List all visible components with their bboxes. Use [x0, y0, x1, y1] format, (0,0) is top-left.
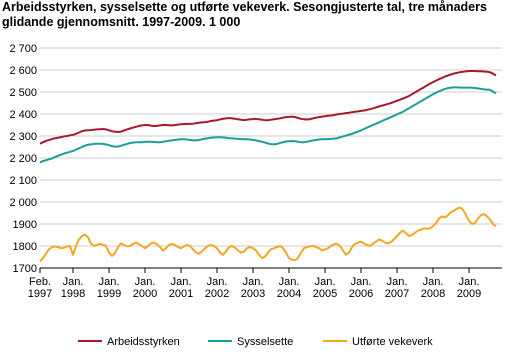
y-tick-label: 1700 — [13, 263, 37, 275]
x-tick-label: Jan. 1999 — [97, 276, 121, 300]
legend-label: Utførte vekeverk — [352, 336, 433, 348]
x-tick-label: Jan. 2007 — [385, 276, 409, 300]
x-tick-label: Jan. 2005 — [313, 276, 337, 300]
y-tick-label: 2 200 — [9, 153, 37, 165]
y-tick-label: 2 400 — [9, 109, 37, 121]
y-tick-label: 2 100 — [9, 175, 37, 187]
y-tick-label: 2 000 — [9, 197, 37, 209]
x-tick-label: Jan. 2000 — [133, 276, 157, 300]
series-line — [39, 206, 497, 263]
y-tick-label: 1800 — [13, 241, 37, 253]
x-tick-label: Jan. 2002 — [205, 276, 229, 300]
x-tick-label: Jan. 2006 — [349, 276, 373, 300]
x-tick-label: Jan. 2009 — [457, 276, 481, 300]
legend-label: Arbeidsstyrken — [107, 336, 180, 348]
series-line — [39, 69, 497, 145]
x-tick-label: Jan. 2001 — [169, 276, 193, 300]
series-line — [39, 86, 497, 164]
x-tick-label: Jan. 2004 — [277, 276, 301, 300]
y-tick-label: 2 700 — [9, 43, 37, 55]
legend-label: Sysselsette — [237, 336, 293, 348]
x-tick-label: Jan. 1998 — [61, 276, 85, 300]
x-tick-label: Jan. 2003 — [241, 276, 265, 300]
y-tick-label: 1900 — [13, 219, 37, 231]
x-tick-label: Feb. 1997 — [28, 276, 52, 300]
y-tick-label: 2 300 — [9, 131, 37, 143]
y-tick-label: 2 500 — [9, 87, 37, 99]
x-tick-label: Jan. 2008 — [421, 276, 445, 300]
chart-title: Arbeidsstyrken, sysselsette og utførte v… — [2, 0, 487, 29]
y-tick-label: 2 600 — [9, 65, 37, 77]
